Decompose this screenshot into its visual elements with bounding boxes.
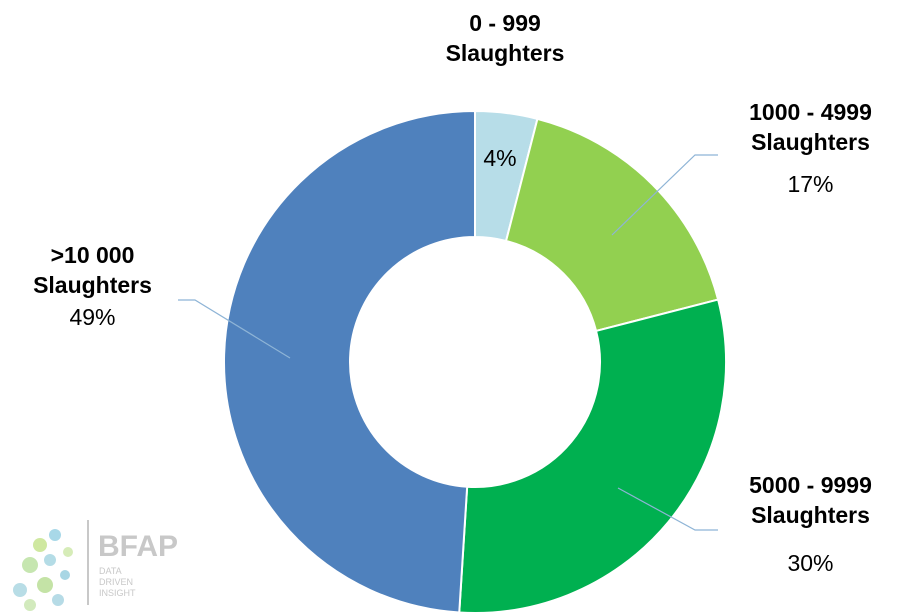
leader-line [178, 299, 291, 359]
category-label: 5000 - 9999 Slaughters [749, 472, 872, 528]
leader-line [611, 154, 718, 236]
value-label: 17% [787, 171, 834, 197]
slice-label: 0 - 999 Slaughters [415, 8, 595, 68]
donut-slice [458, 298, 727, 613]
slice-label: >10 000 Slaughters 49% [5, 240, 180, 332]
category-label: 1000 - 4999 Slaughters [749, 99, 872, 155]
logo-name: BFAP [98, 530, 178, 563]
slice-label: 1000 - 4999 Slaughters 17% [718, 97, 903, 199]
value-label: 30% [787, 550, 834, 576]
slice-label: 4% [470, 143, 530, 173]
logo-tagline: DATA [99, 566, 122, 576]
leader-line [617, 487, 718, 531]
value-label: 49% [69, 304, 116, 330]
logo-icon [13, 529, 73, 611]
donut-slice [504, 117, 720, 333]
leader-lines [178, 154, 718, 531]
logo-tagline: INSIGHT [99, 588, 136, 598]
category-label: >10 000 Slaughters [33, 242, 152, 298]
donut-slice [222, 109, 476, 613]
value-label: 4% [483, 145, 517, 171]
logo-tagline: DRIVEN [99, 577, 133, 587]
category-label: 0 - 999 Slaughters [445, 10, 565, 66]
slice-label: 5000 - 9999 Slaughters 30% [718, 470, 903, 578]
